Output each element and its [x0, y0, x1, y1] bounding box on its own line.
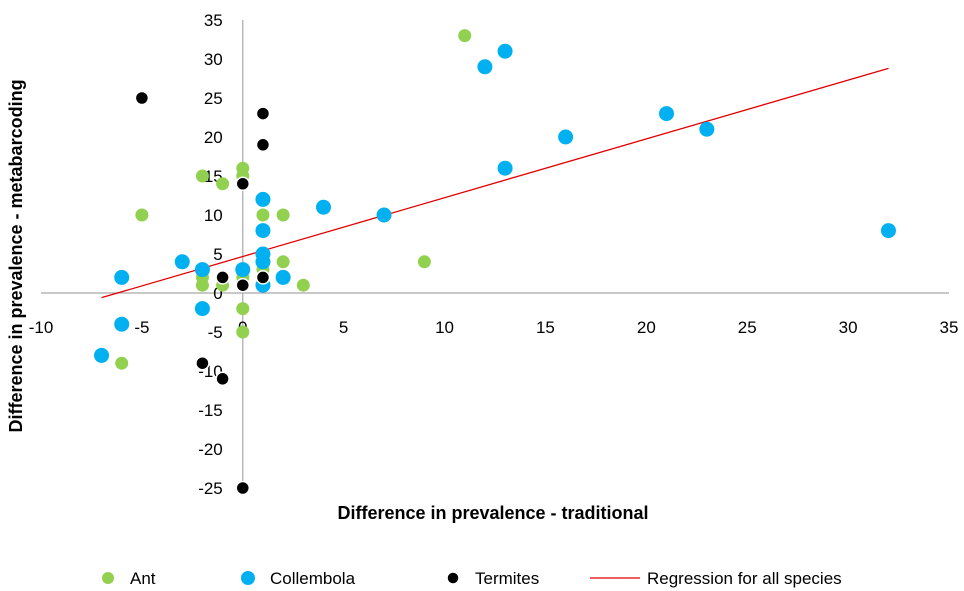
legend-marker-termites	[446, 571, 460, 585]
point-collembola	[275, 269, 291, 285]
legend-marker-ant	[102, 572, 114, 584]
x-tick-label: 30	[839, 318, 858, 337]
x-tick-label: 25	[738, 318, 757, 337]
point-ant	[256, 208, 270, 222]
point-termites	[215, 270, 230, 285]
legend-label-regression-for-all-species: Regression for all species	[647, 569, 842, 588]
x-tick-label: -10	[29, 318, 54, 337]
y-tick-label: -25	[198, 479, 223, 498]
point-collembola	[114, 316, 130, 332]
point-collembola	[659, 106, 675, 122]
data-points	[94, 29, 896, 496]
point-collembola	[255, 254, 271, 270]
point-ant	[135, 208, 149, 222]
axes	[41, 20, 949, 488]
point-termites	[235, 176, 251, 192]
x-tick-label: 10	[435, 318, 454, 337]
legend-label-ant: Ant	[130, 569, 156, 588]
point-ant	[417, 255, 431, 269]
point-collembola	[497, 43, 513, 59]
y-tick-label: -15	[198, 401, 223, 420]
point-ant	[236, 302, 250, 316]
point-termites	[215, 371, 230, 387]
point-collembola	[174, 254, 190, 270]
x-axis-title: Difference in prevalence - traditional	[337, 503, 648, 523]
point-collembola	[376, 207, 392, 223]
point-collembola	[94, 347, 110, 363]
point-collembola	[477, 59, 493, 75]
y-tick-label: 30	[204, 50, 223, 69]
regression-line	[101, 67, 889, 299]
point-ant	[115, 356, 129, 370]
point-ant	[236, 325, 250, 339]
point-collembola	[235, 262, 251, 278]
x-tick-label: 20	[637, 318, 656, 337]
point-collembola	[558, 129, 574, 145]
point-collembola	[194, 262, 210, 278]
y-tick-label: 5	[213, 245, 222, 264]
point-termites	[134, 90, 150, 106]
point-termites	[235, 277, 251, 293]
regression-line-group	[101, 67, 889, 299]
y-tick-label: 10	[204, 206, 223, 225]
point-ant	[216, 177, 230, 191]
y-tick-label: 0	[213, 284, 222, 303]
y-tick-label: 25	[204, 89, 223, 108]
legend: Ant Collembola Termites Regression for all …	[102, 569, 842, 588]
point-termites	[255, 137, 271, 153]
x-tick-label: 35	[940, 318, 959, 337]
legend-label-collembola: Collembola	[270, 569, 356, 588]
point-ant	[276, 255, 290, 269]
point-collembola	[114, 269, 130, 285]
y-tick-label: 20	[204, 128, 223, 147]
y-tick-label: 35	[204, 11, 223, 30]
legend-marker-collembola	[241, 571, 255, 585]
point-ant	[195, 169, 209, 183]
point-ant	[276, 208, 290, 222]
y-tick-label: -20	[198, 440, 223, 459]
point-collembola	[255, 223, 271, 239]
point-termites	[255, 270, 271, 285]
point-collembola	[255, 191, 271, 207]
x-tick-label: -5	[134, 318, 149, 337]
legend-label-termites: Termites	[475, 569, 539, 588]
point-termites	[235, 480, 251, 496]
y-axis-title: Difference in prevalence - metabarcoding	[6, 79, 26, 432]
point-collembola	[497, 160, 513, 176]
point-termites	[255, 106, 271, 121]
point-collembola	[699, 121, 715, 137]
point-ant	[458, 29, 472, 43]
y-tick-label: -5	[208, 323, 223, 342]
point-collembola	[880, 223, 896, 239]
point-termites	[195, 355, 210, 371]
point-ant	[296, 278, 310, 292]
point-collembola	[315, 199, 331, 215]
point-collembola	[194, 301, 210, 317]
x-tick-label: 15	[536, 318, 555, 337]
x-tick-label: 5	[339, 318, 348, 337]
